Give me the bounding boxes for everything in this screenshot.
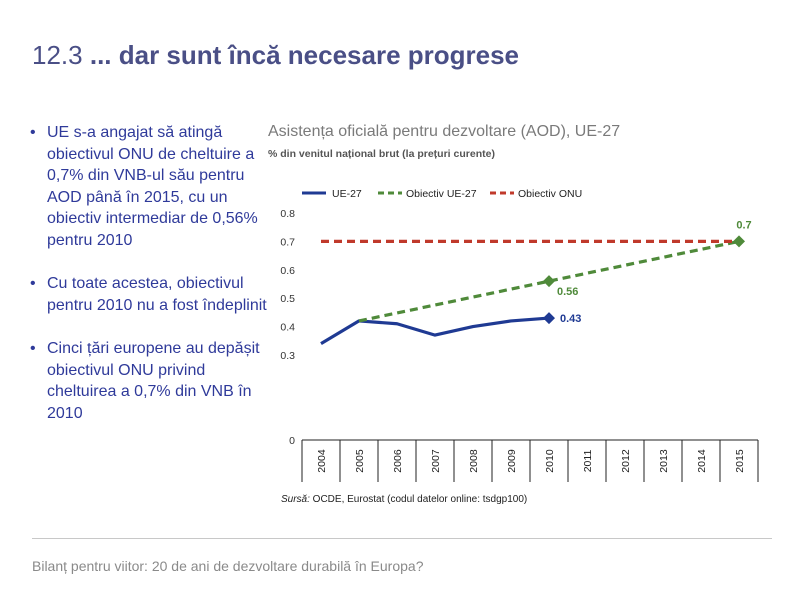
x-tick-label: 2014	[696, 449, 708, 473]
x-tick-label: 2012	[620, 449, 632, 473]
series-line	[320, 316, 550, 346]
y-tick-label: 0	[289, 435, 295, 447]
data-point-marker	[733, 235, 745, 248]
section-number: 12.3	[32, 40, 83, 70]
bullet-item: UE s-a angajat să atingă obiectivul ONU …	[30, 122, 270, 251]
y-tick-label: 0.7	[280, 236, 295, 248]
y-tick-label: 0.4	[280, 322, 295, 334]
y-tick-label: 0.8	[280, 208, 295, 220]
page-title: 12.3 ... dar sunt încă necesare progrese	[32, 40, 519, 71]
legend-label: UE-27	[332, 188, 362, 200]
y-tick-label: 0.3	[280, 350, 295, 362]
x-tick-label: 2007	[430, 449, 442, 473]
data-point-marker	[543, 275, 555, 288]
data-point-marker	[543, 312, 555, 325]
data-label: 0.7	[736, 219, 751, 231]
chart-title: Asistența oficială pentru dezvoltare (AO…	[268, 123, 621, 140]
x-tick-label: 2015	[734, 449, 746, 473]
x-tick-label: 2010	[544, 449, 556, 473]
x-tick-label: 2006	[392, 449, 404, 473]
y-tick-label: 0.6	[280, 265, 295, 277]
legend-label: Obiectiv ONU	[518, 188, 582, 200]
chart-subtitle: % din venitul național brut (la prețuri …	[268, 148, 495, 160]
x-tick-label: 2008	[468, 449, 480, 473]
x-tick-label: 2011	[582, 450, 594, 473]
source-label: Sursă:	[281, 494, 310, 505]
legend-label: Obiectiv UE-27	[406, 188, 477, 200]
bullet-item: Cu toate acestea, obiectivul pentru 2010…	[30, 273, 270, 316]
y-tick-label: 0.5	[280, 293, 295, 305]
bullet-item: Cinci țări europene au depășit obiectivu…	[30, 338, 270, 424]
x-tick-label: 2005	[354, 449, 366, 473]
footer-divider	[32, 538, 772, 539]
x-tick-label: 2004	[316, 449, 328, 473]
section-title: ... dar sunt încă necesare progrese	[89, 40, 520, 70]
data-label: 0.43	[560, 313, 581, 325]
data-label: 0.56	[557, 286, 578, 298]
source-note: Sursă: OCDE, Eurostat (codul datelor onl…	[281, 494, 527, 505]
source-text: OCDE, Eurostat (codul datelor online: ts…	[309, 494, 528, 505]
x-tick-label: 2009	[506, 449, 518, 473]
x-tick-label: 2013	[658, 449, 670, 473]
footer-text: Bilanț pentru viitor: 20 de ani de dezvo…	[32, 558, 424, 574]
bullet-list: UE s-a angajat să atingă obiectivul ONU …	[30, 122, 270, 446]
